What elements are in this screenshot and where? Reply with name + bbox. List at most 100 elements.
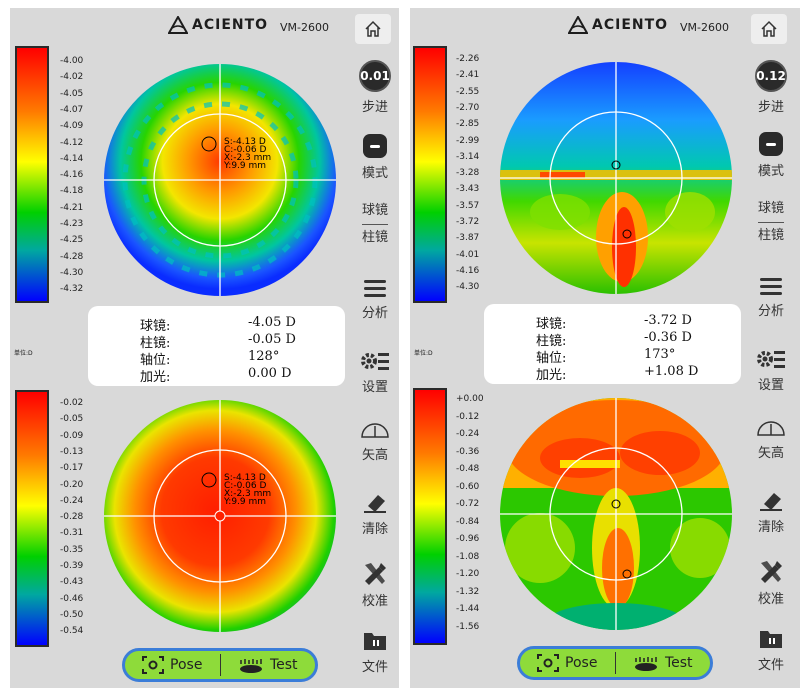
sag-button[interactable]: 矢高: [352, 422, 398, 463]
scale-tick-label: -0.60: [456, 481, 480, 492]
logo-text: ACIENTO: [192, 17, 269, 33]
analyze-button[interactable]: 分析: [748, 276, 794, 319]
sphere-cylinder-toggle[interactable]: 球镜 柱镜: [352, 202, 398, 247]
top-color-scale: [413, 46, 447, 303]
sag-label: 矢高: [757, 446, 784, 461]
logo-mark-icon: [568, 16, 588, 34]
calibrate-button[interactable]: 校准: [352, 560, 398, 609]
settings-button[interactable]: 设置: [352, 350, 398, 395]
brand-logo: ACIENTO: [568, 14, 668, 36]
scale-tick-label: -0.36: [456, 446, 480, 457]
scale-tick-label: -4.16: [60, 170, 84, 181]
file-button[interactable]: 文件: [748, 628, 794, 673]
settings-label: 设置: [757, 378, 784, 393]
scale-tick-label: -4.21: [60, 202, 84, 213]
top-sphere-map[interactable]: [500, 62, 732, 294]
scale-tick-label: -1.20: [456, 569, 480, 579]
scale-tick-label: -0.13: [60, 446, 84, 457]
pose-label: Pose: [170, 657, 203, 673]
folder-icon: [760, 631, 782, 648]
scale-tick-label: -2.55: [456, 86, 480, 97]
scale-tick-label: -0.24: [60, 495, 84, 506]
model-label: VM-2600: [680, 21, 729, 34]
cylinder-toggle-label: 柱镜: [757, 228, 784, 243]
test-button[interactable]: Test: [616, 649, 711, 677]
scale-tick-label: -1.44: [456, 604, 480, 614]
add-value: +1.08 D: [644, 364, 699, 379]
pose-button[interactable]: Pose: [520, 649, 615, 677]
scale-tick-label: -4.01: [456, 249, 480, 260]
analyze-button[interactable]: 分析: [352, 278, 398, 321]
scale-tick-label: -2.26: [456, 54, 480, 64]
settings-button[interactable]: 设置: [748, 348, 794, 393]
scale-tick-label: -0.02: [60, 398, 84, 408]
sag-gauge-icon: [757, 421, 785, 436]
clear-button[interactable]: 清除: [352, 492, 398, 537]
left-panel: ACIENTO VM-2600 -4.00 -4.02 -4.05 -4.07 -4.0…: [10, 8, 399, 688]
mode-icon: [759, 132, 783, 156]
scale-tick-label: -2.85: [456, 119, 480, 130]
scale-tick-label: -0.54: [60, 626, 84, 637]
file-label: 文件: [757, 658, 784, 673]
scale-tick-label: -0.31: [60, 528, 84, 539]
scale-tick-label: -4.05: [60, 88, 84, 99]
model-label: VM-2600: [280, 21, 329, 34]
scale-tick-label: -4.16: [456, 265, 480, 276]
clear-button[interactable]: 清除: [748, 490, 794, 535]
scale-tick-label: -0.35: [60, 544, 84, 555]
sidebar: 0.01 步进 模式 球镜 柱镜 分析: [352, 56, 398, 686]
scale-tick-label: -0.05: [60, 414, 84, 425]
file-button[interactable]: 文件: [352, 630, 398, 675]
step-button[interactable]: 0.12 步进: [748, 60, 794, 115]
mode-button[interactable]: 模式: [748, 132, 794, 179]
settings-icon: [757, 351, 785, 368]
mode-button[interactable]: 模式: [352, 134, 398, 181]
scale-tick-label: -0.28: [60, 512, 84, 523]
calibrate-button[interactable]: 校准: [748, 558, 794, 607]
folder-icon: [364, 633, 386, 650]
home-icon: [761, 20, 777, 37]
point-readout: S:-4.13 D C:-0.06 D X:-2.3 mm Y:9.9 mm: [224, 473, 272, 507]
scale-tick-label: -1.56: [456, 621, 480, 632]
scale-tick-label: -4.00: [60, 56, 84, 66]
sphere-cylinder-toggle[interactable]: 球镜 柱镜: [748, 200, 794, 245]
home-button[interactable]: [355, 14, 391, 44]
action-bar: Pose Test: [122, 648, 318, 682]
test-button[interactable]: Test: [221, 651, 316, 679]
calibrate-label: 校准: [361, 594, 388, 609]
bottom-cylinder-map[interactable]: [104, 400, 336, 632]
scale-tick-label: -0.12: [456, 411, 480, 422]
settings-label: 设置: [361, 380, 388, 395]
analyze-label: 分析: [757, 304, 784, 319]
scale-tick-label: -0.24: [456, 429, 480, 439]
add-value: 0.00 D: [248, 366, 292, 381]
test-label: Test: [664, 655, 693, 671]
scale-tick-label: -0.50: [60, 609, 84, 620]
scale-tick-label: -3.14: [456, 151, 480, 162]
mode-label: 模式: [757, 164, 784, 179]
scale-tick-label: -2.70: [456, 102, 480, 113]
sag-button[interactable]: 矢高: [748, 420, 794, 461]
top-color-scale: [15, 46, 49, 303]
eraser-icon: [364, 495, 386, 513]
pose-button[interactable]: Pose: [125, 651, 220, 679]
point-readout: S:-4.13 D C:-0.06 D X:-2.3 mm Y:9.9 mm: [224, 137, 272, 171]
scale-tick-label: -1.32: [456, 586, 480, 597]
clear-label: 清除: [757, 520, 784, 535]
scale-tick-label: -0.20: [60, 479, 84, 490]
measurement-info: 球镜: -4.05 D 柱镜: -0.05 D 轴位: 128° 加光: 0.00 D: [88, 306, 345, 386]
scale-tick-label: -3.57: [456, 200, 480, 211]
scale-tick-label: -0.46: [60, 593, 84, 604]
calibrate-tools-icon: [365, 563, 386, 585]
clear-label: 清除: [361, 522, 388, 537]
bottom-cylinder-map[interactable]: [500, 398, 732, 630]
logo-mark-icon: [168, 16, 188, 34]
pose-label: Pose: [565, 655, 598, 671]
scale-tick-label: -4.28: [60, 251, 84, 262]
scale-tick-label: -3.28: [456, 168, 480, 179]
axis-key: 轴位:: [140, 353, 171, 368]
file-label: 文件: [361, 660, 388, 675]
top-sphere-map[interactable]: [104, 64, 336, 296]
step-button[interactable]: 0.01 步进: [352, 60, 398, 115]
home-button[interactable]: [751, 14, 787, 44]
